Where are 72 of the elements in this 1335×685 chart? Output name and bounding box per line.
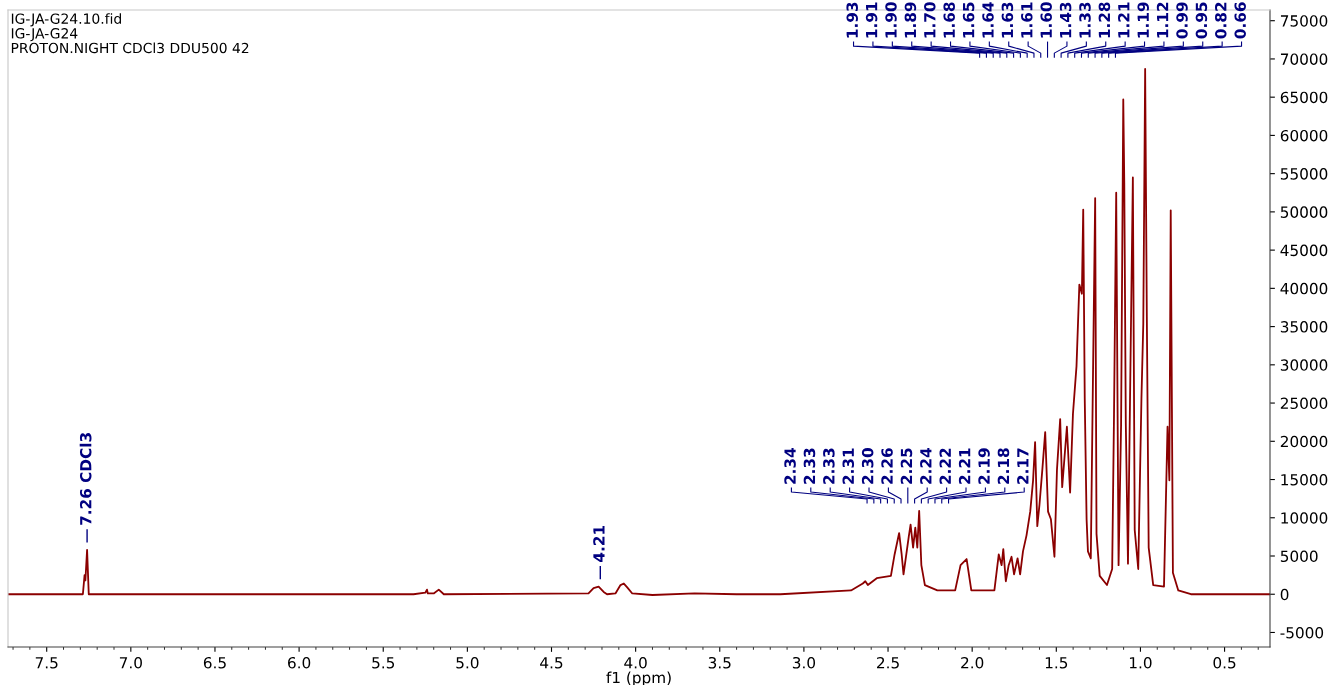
y-tick-label: 50000 xyxy=(1280,206,1328,218)
x-tick-label: 1.5 xyxy=(1045,657,1068,669)
annotation: 1.19 xyxy=(1137,2,1149,38)
annotation: 2.25 xyxy=(900,448,913,484)
y-tick-label: 70000 xyxy=(1280,53,1328,65)
annotation: 2.30 xyxy=(861,448,874,484)
annotation: 2.22 xyxy=(939,448,951,484)
annotation: 2.19 xyxy=(978,448,990,484)
x-tick-label: 0.5 xyxy=(1213,656,1236,669)
annotation: 1.64 xyxy=(982,2,994,38)
y-tick-label: 60000 xyxy=(1280,129,1328,142)
line-series xyxy=(8,67,1270,596)
y-tick-label: 0 xyxy=(1280,588,1289,601)
annotation: 2.26 xyxy=(881,448,893,484)
annotation: 1.61 xyxy=(1021,2,1033,38)
annotation: PROTON.NIGHT CDCl3 DDU500 42 xyxy=(11,42,249,54)
annotation: 1.70 xyxy=(924,2,936,38)
annotation: 2.24 xyxy=(920,448,932,484)
annotation: 2.33 xyxy=(823,448,835,484)
annotation: 1.68 xyxy=(943,2,955,38)
annotation: 2.17 xyxy=(1017,448,1029,484)
annotation: 1.12 xyxy=(1156,2,1169,38)
annotation: 1.28 xyxy=(1098,2,1111,38)
annotation: 1.93 xyxy=(846,2,858,38)
annotation: 1.33 xyxy=(1079,2,1091,38)
annotation: 1.90 xyxy=(885,2,897,38)
y-tick-label: 25000 xyxy=(1280,397,1328,410)
y-tick-label: 35000 xyxy=(1280,321,1328,333)
y-tick-label: 65000 xyxy=(1280,91,1328,104)
x-tick-label: 7.0 xyxy=(119,656,142,669)
annotation: 0.82 xyxy=(1215,2,1227,39)
annotation: 2.31 xyxy=(842,448,855,484)
x-tick-label: 6.0 xyxy=(288,656,311,669)
annotation: 1.21 xyxy=(1118,2,1130,38)
annotation: 0.66 xyxy=(1234,2,1246,39)
x-tick-label: 4.0 xyxy=(624,656,647,669)
y-tick-label: 75000 xyxy=(1280,15,1328,27)
annotation: 1.89 xyxy=(904,2,917,38)
y-tick-label: 15000 xyxy=(1281,473,1328,486)
annotation: 4.21 xyxy=(593,525,605,562)
annotation: 1.60 xyxy=(1040,2,1052,38)
annotation: 2.34 xyxy=(784,448,796,484)
x-tick-label: 7.5 xyxy=(35,657,58,669)
y-tick-label: 45000 xyxy=(1280,244,1328,257)
x-tick-label: 1.0 xyxy=(1129,656,1152,669)
x-tick-label: 5.0 xyxy=(456,656,479,669)
text: IG-JA-G24 xyxy=(11,28,78,42)
y-tick-label: 10000 xyxy=(1281,512,1328,524)
x-tick-label: 6.5 xyxy=(203,656,226,669)
y-tick-label: 20000 xyxy=(1280,435,1328,448)
x-tick-label: 5.5 xyxy=(372,657,395,669)
annotation: 1.91 xyxy=(865,2,878,38)
x-tick-label: 2.5 xyxy=(877,656,899,669)
annotation: 1.43 xyxy=(1059,2,1072,38)
annotation: 0.99 xyxy=(1176,2,1188,39)
y-tick-label: 5000 xyxy=(1280,550,1318,563)
x-tick-label: 3.0 xyxy=(792,656,816,669)
y-tick-label: 40000 xyxy=(1280,282,1328,295)
annotation: 2.33 xyxy=(803,448,816,484)
annotation: 1.65 xyxy=(962,2,975,38)
x-tick-label: 2.0 xyxy=(961,656,984,669)
annotation: 0.95 xyxy=(1195,2,1208,39)
x-tick-label: 3.5 xyxy=(708,656,731,669)
y-tick-label: 30000 xyxy=(1280,359,1328,371)
annotation: 2.21 xyxy=(958,448,971,484)
annotation: 7.26 CDCl3 xyxy=(79,433,92,525)
chart-title: IG-JA-G24.10.fid xyxy=(11,13,121,27)
x-tick-label: 4.5 xyxy=(540,657,563,669)
y-tick-label: -5000 xyxy=(1280,626,1324,639)
annotation: 2.18 xyxy=(997,448,1010,484)
annotation: 1.63 xyxy=(1001,2,1014,38)
y-tick-label: 55000 xyxy=(1280,168,1328,180)
